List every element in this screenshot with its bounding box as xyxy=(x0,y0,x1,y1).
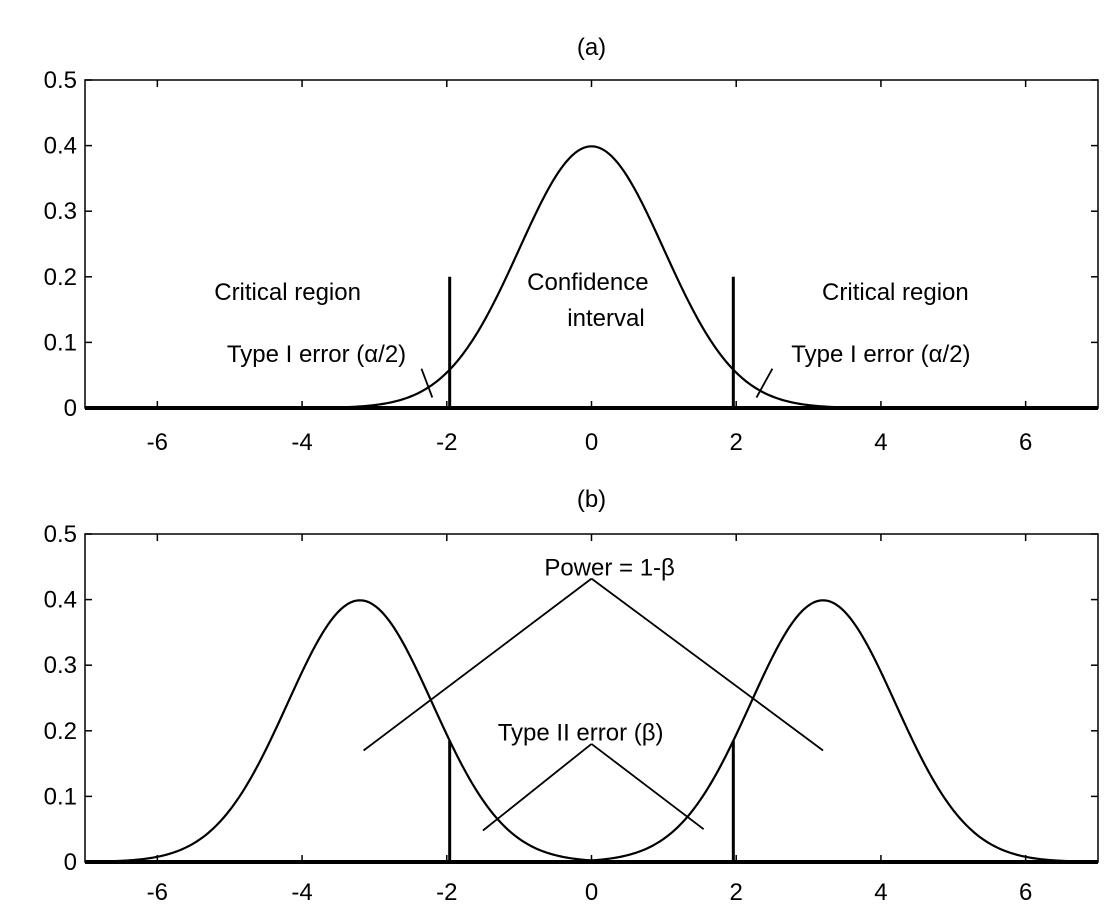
y-tick-label: 0.4 xyxy=(44,587,77,614)
x-tick-label: 6 xyxy=(1019,879,1032,906)
x-tick-label: -2 xyxy=(436,429,457,456)
y-tick-label: 0 xyxy=(64,395,77,422)
x-tick-label: 4 xyxy=(874,879,887,906)
x-tick-label: 2 xyxy=(730,879,743,906)
annotation-label: Type I error (α/2) xyxy=(227,341,406,368)
annotation-label: interval xyxy=(567,305,644,332)
panel-b: (b) 0 0.1 0.2 0.3 0.4 0.5 -6 -4 -2 0 2 4 6 Power = 1-β… xyxy=(44,486,1099,906)
density-curve xyxy=(85,145,1098,410)
y-tick-label: 0.3 xyxy=(44,652,77,679)
x-tick-label: -2 xyxy=(436,879,457,906)
y-tick-label: 0.2 xyxy=(44,264,77,291)
x-tick-label: -4 xyxy=(291,879,312,906)
x-tick-label: -6 xyxy=(147,429,168,456)
x-tick-label: -6 xyxy=(147,879,168,906)
x-tick-label: -4 xyxy=(291,429,312,456)
annotation-label: Type I error (α/2) xyxy=(791,341,970,368)
annotation-pointer xyxy=(420,368,434,398)
annotation-label: Power = 1-β xyxy=(544,554,675,581)
annotation-label: Critical region xyxy=(822,279,969,306)
y-tick-label: 0.3 xyxy=(44,198,77,225)
panel-title: (b) xyxy=(577,486,606,513)
annotation-pointer xyxy=(590,743,705,830)
y-tick-label: 0.5 xyxy=(44,67,77,94)
panel-a: (a) 0 0.1 0.2 0.3 0.4 0.5 -6 -4 -2 0 2 4 6 Critical re… xyxy=(44,34,1099,456)
y-tick-label: 0.2 xyxy=(44,718,77,745)
x-tick-label: 0 xyxy=(585,429,598,456)
annotation-label: Confidence xyxy=(527,269,648,296)
y-tick-label: 0 xyxy=(64,849,77,876)
x-tick-label: 0 xyxy=(585,879,598,906)
annotation-label: Critical region xyxy=(214,279,361,306)
panel-title: (a) xyxy=(577,34,606,61)
plot-frame xyxy=(84,533,1099,863)
annotation-pointer xyxy=(363,577,593,752)
y-tick-label: 0.4 xyxy=(44,133,77,160)
y-tick-label: 0.1 xyxy=(44,329,77,356)
annotation-label: Type II error (β) xyxy=(498,720,664,747)
density-curve xyxy=(85,599,1099,864)
annotation-pointer xyxy=(482,743,593,832)
y-tick-label: 0.1 xyxy=(44,783,77,810)
annotation-pointer xyxy=(590,577,824,752)
x-tick-label: 2 xyxy=(730,429,743,456)
x-tick-label: 6 xyxy=(1019,429,1032,456)
x-tick-label: 4 xyxy=(874,429,887,456)
y-tick-label: 0.5 xyxy=(44,521,77,548)
annotation-pointer xyxy=(755,368,774,398)
